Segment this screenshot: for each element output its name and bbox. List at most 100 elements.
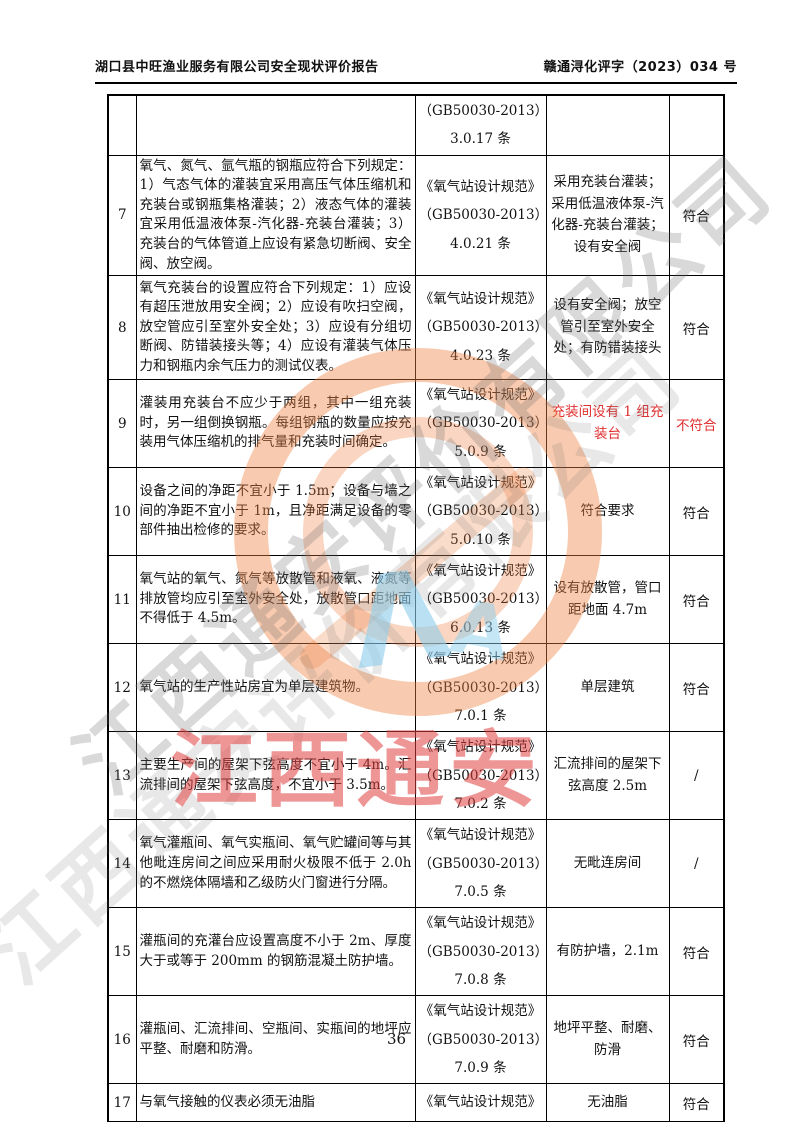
- standard-cell: 《氧气站设计规范》 （GB50030-2013） 5.0.10 条: [414, 467, 547, 557]
- content-cell: 灌瓶间、汇流排间、空瓶间、实瓶间的地坪应平整、耐磨和防滑。: [135, 995, 416, 1085]
- actual-situation-cell: 符合要求: [545, 467, 670, 557]
- header-report-title: 湖口县中旺渔业服务有限公司安全现状评价报告: [95, 60, 379, 75]
- standard-line: （GB50030-2013）: [418, 1031, 546, 1048]
- content-cell: 与氧气接触的仪表必须无油脂: [135, 1083, 416, 1122]
- standard-line: 《氧气站设计规范》: [419, 387, 542, 404]
- serial-cell: 13: [107, 731, 137, 821]
- table-row: 8 氧气充装台的设置应符合下列规定：1）应设有超压泄放用安全阀；2）应设有吹扫空…: [107, 275, 725, 381]
- standard-line: 《氧气站设计规范》: [419, 475, 542, 492]
- serial-cell: 9: [107, 379, 137, 469]
- conclusion-cell: 符合: [668, 555, 725, 645]
- standard-cell: 《氧气站设计规范》 （GB50030-2013） 4.0.23 条: [414, 275, 547, 381]
- standard-line: 5.0.9 条: [454, 443, 507, 460]
- standard-line: 6.0.13 条: [450, 619, 511, 636]
- standard-line: 《氧气站设计规范》: [419, 291, 542, 308]
- serial-cell: 11: [107, 555, 137, 645]
- standard-cell: 《氧气站设计规范》 （GB50030-2013） 7.0.2 条: [414, 731, 547, 821]
- conclusion-cell: 符合: [668, 1083, 725, 1122]
- standard-line: （GB50030-2013）: [418, 855, 546, 872]
- standard-line: 《氧气站设计规范》: [419, 739, 542, 756]
- actual-situation-cell: [545, 94, 670, 156]
- actual-situation-cell: 无油脂: [545, 1083, 670, 1122]
- table-row: 11 氧气站的氧气、氮气等放散管和液氧、液氮等排放管均应引至室外安全处，放散管口…: [107, 555, 725, 645]
- standard-line: （GB50030-2013）: [418, 207, 546, 224]
- standard-line: 5.0.10 条: [450, 531, 511, 548]
- standard-line: （GB50030-2013）: [418, 767, 546, 784]
- standard-cell: 《氧气站设计规范》 （GB50030-2013） 7.0.1 条: [414, 643, 547, 733]
- standard-line: 《氧气站设计规范》: [419, 1003, 542, 1020]
- content-cell: 氧气站的生产性站房宜为单层建筑物。: [135, 643, 416, 733]
- actual-situation-cell: 采用充装台灌装；采用低温液体泵-汽化器-充装台灌装；设有安全阀: [545, 154, 670, 277]
- conclusion-cell: 符合: [668, 467, 725, 557]
- compliance-table-body: （GB50030-2013） 3.0.17 条 7 氧气、氮气、氩气瓶的钢瓶应符合…: [107, 94, 725, 1122]
- serial-cell: 14: [107, 819, 137, 909]
- standard-line: 4.0.21 条: [450, 235, 511, 252]
- serial-cell: 17: [107, 1083, 137, 1122]
- table-row: 9 灌装用充装台不应少于两组，其中一组充装时，另一组倒换钢瓶。每组钢瓶的数量应按…: [107, 379, 725, 469]
- actual-situation-cell: 有防护墙，2.1m: [545, 907, 670, 997]
- table-row: 17 与氧气接触的仪表必须无油脂 《氧气站设计规范》 无油脂 符合: [107, 1083, 725, 1122]
- actual-situation-cell: 设有安全阀；放空管引至室外安全处；有防错装接头: [545, 275, 670, 381]
- standard-line: 《氧气站设计规范》: [419, 915, 542, 932]
- standard-line: （GB50030-2013）: [418, 591, 546, 608]
- table-row: 16 灌瓶间、汇流排间、空瓶间、实瓶间的地坪应平整、耐磨和防滑。 《氧气站设计规…: [107, 995, 725, 1085]
- table-row: 13 主要生产间的屋架下弦高度不宜小于 4m。汇流排间的屋架下弦高度，不宜小于 …: [107, 731, 725, 821]
- conclusion-cell: 不符合: [668, 379, 725, 469]
- content-cell: 灌装用充装台不应少于两组，其中一组充装时，另一组倒换钢瓶。每组钢瓶的数量应按充装…: [135, 379, 416, 469]
- content-cell: 氧气灌瓶间、氧气实瓶间、氧气贮罐间等与其他毗连房间之间应采用耐火极限不低于 2.…: [135, 819, 416, 909]
- content-cell: [135, 94, 416, 156]
- standard-cell: 《氧气站设计规范》 （GB50030-2013） 6.0.13 条: [414, 555, 547, 645]
- table-row: 14 氧气灌瓶间、氧气实瓶间、氧气贮罐间等与其他毗连房间之间应采用耐火极限不低于…: [107, 819, 725, 909]
- conclusion-cell: [668, 94, 725, 156]
- actual-situation-cell: 无毗连房间: [545, 819, 670, 909]
- standard-cell: 《氧气站设计规范》 （GB50030-2013） 7.0.9 条: [414, 995, 547, 1085]
- standard-line: 7.0.2 条: [454, 795, 507, 812]
- serial-cell: 16: [107, 995, 137, 1085]
- serial-cell: 7: [107, 154, 137, 277]
- standard-line: 《氧气站设计规范》: [419, 827, 542, 844]
- standard-line: （GB50030-2013）: [418, 503, 546, 520]
- header-document-number: 赣通浔化评字（2023）034 号: [543, 60, 737, 75]
- content-cell: 设备之间的净距不宜小于 1.5m；设备与墙之间的净距不宜小于 1m，且净距满足设…: [135, 467, 416, 557]
- actual-situation-cell: 单层建筑: [545, 643, 670, 733]
- actual-situation-cell: 地坪平整、耐磨、防滑: [545, 995, 670, 1085]
- standard-line: （GB50030-2013）: [418, 679, 546, 696]
- conclusion-cell: /: [668, 819, 725, 909]
- conclusion-cell: 符合: [668, 643, 725, 733]
- standard-line: （GB50030-2013）: [418, 103, 546, 119]
- content-cell: 氧气充装台的设置应符合下列规定：1）应设有超压泄放用安全阀；2）应设有吹扫空阀，…: [135, 275, 416, 381]
- standard-line: （GB50030-2013）: [418, 943, 546, 960]
- serial-cell: 10: [107, 467, 137, 557]
- standard-line: 4.0.23 条: [450, 347, 511, 364]
- content-cell: 氧气、氮气、氩气瓶的钢瓶应符合下列规定：1）气态气体的灌装宜采用高压气体压缩机和…: [135, 154, 416, 277]
- standard-cell: 《氧气站设计规范》 （GB50030-2013） 4.0.21 条: [414, 154, 547, 277]
- table-row: （GB50030-2013） 3.0.17 条: [107, 94, 725, 156]
- actual-situation-cell: 充装间设有 1 组充装台: [545, 379, 670, 469]
- conclusion-cell: 符合: [668, 154, 725, 277]
- standard-line: （GB50030-2013）: [418, 319, 546, 336]
- conclusion-cell: 符合: [668, 907, 725, 997]
- standard-cell: 《氧气站设计规范》: [414, 1083, 547, 1122]
- standard-line: 7.0.5 条: [454, 883, 507, 900]
- compliance-table: （GB50030-2013） 3.0.17 条 7 氧气、氮气、氩气瓶的钢瓶应符合…: [107, 94, 725, 1122]
- table-row: 15 灌瓶间的充灌台应设置高度不小于 2m、厚度大于或等于 200mm 的钢筋混…: [107, 907, 725, 997]
- content-cell: 主要生产间的屋架下弦高度不宜小于 4m。汇流排间的屋架下弦高度，不宜小于 3.5…: [135, 731, 416, 821]
- standard-line: 7.0.9 条: [454, 1059, 507, 1076]
- standard-line: 《氧气站设计规范》: [419, 178, 542, 195]
- serial-cell: 8: [107, 275, 137, 381]
- standard-cell: 《氧气站设计规范》 （GB50030-2013） 7.0.5 条: [414, 819, 547, 909]
- table-row: 10 设备之间的净距不宜小于 1.5m；设备与墙之间的净距不宜小于 1m，且净距…: [107, 467, 725, 557]
- actual-situation-cell: 设有放散管，管口距地面 4.7m: [545, 555, 670, 645]
- standard-line: 《氧气站设计规范》: [419, 651, 542, 668]
- standard-cell: 《氧气站设计规范》 （GB50030-2013） 7.0.8 条: [414, 907, 547, 997]
- table-row: 7 氧气、氮气、氩气瓶的钢瓶应符合下列规定：1）气态气体的灌装宜采用高压气体压缩…: [107, 154, 725, 277]
- standard-line: 7.0.8 条: [454, 971, 507, 988]
- page-header: 湖口县中旺渔业服务有限公司安全现状评价报告 赣通浔化评字（2023）034 号: [95, 56, 737, 84]
- content-cell: 氧气站的氧气、氮气等放散管和液氧、液氮等排放管均应引至室外安全处，放散管口距地面…: [135, 555, 416, 645]
- standard-line: 3.0.17 条: [450, 131, 511, 148]
- actual-situation-cell: 汇流排间的屋架下弦高度 2.5m: [545, 731, 670, 821]
- standard-cell: 《氧气站设计规范》 （GB50030-2013） 5.0.9 条: [414, 379, 547, 469]
- conclusion-cell: /: [668, 731, 725, 821]
- conclusion-cell: 符合: [668, 995, 725, 1085]
